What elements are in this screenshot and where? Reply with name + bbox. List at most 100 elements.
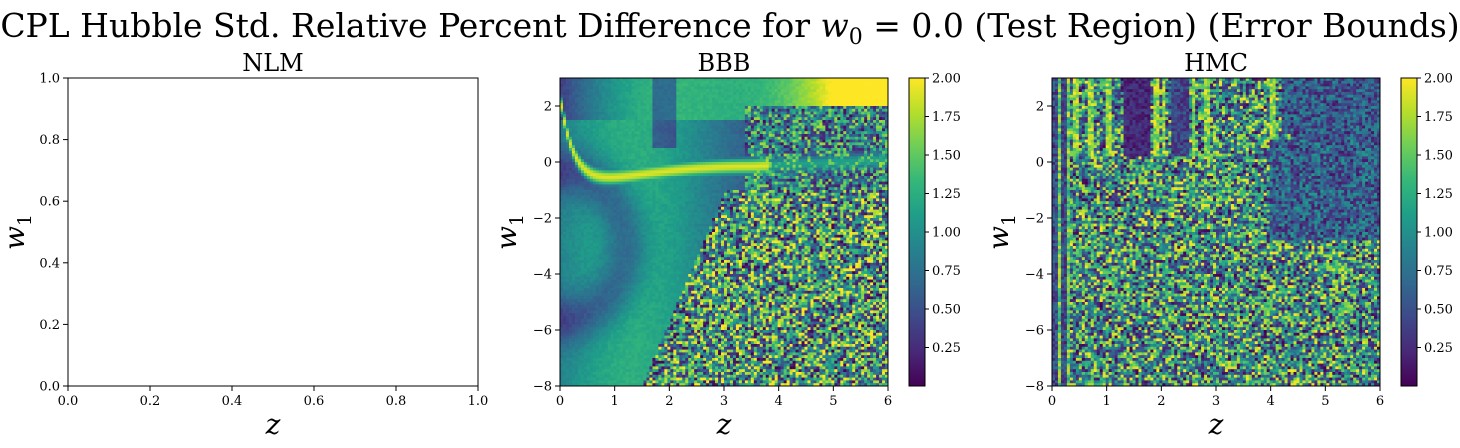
heatmap-cell: [819, 136, 823, 140]
heatmap-cell: [631, 92, 635, 96]
heatmap-cell: [807, 131, 811, 135]
heatmap-cell: [583, 150, 588, 154]
heatmap-cell: [855, 184, 859, 188]
heatmap-cell: [679, 173, 683, 177]
heatmap-cell: [610, 134, 615, 138]
heatmap-cell: [721, 170, 725, 174]
heatmap-cell: [753, 153, 758, 157]
heatmap-cell: [861, 148, 865, 152]
heatmap-cell: [586, 162, 591, 166]
heatmap-cell: [703, 94, 707, 98]
heatmap-cell: [643, 176, 647, 180]
heatmap-cell: [586, 176, 591, 180]
heatmap-cell: [747, 111, 752, 115]
heatmap-cell: [679, 181, 683, 185]
heatmap-cell: [804, 106, 808, 110]
heatmap-cell: [604, 164, 609, 168]
heatmap-cell: [616, 176, 620, 180]
x-tick-label: 1.0: [468, 394, 489, 409]
heatmap-cell: [864, 145, 868, 149]
heatmap-cell: [792, 201, 796, 205]
heatmap-cell: [613, 142, 617, 146]
heatmap-cell: [873, 125, 877, 129]
heatmap-cell: [604, 117, 609, 121]
heatmap-cell: [604, 198, 609, 202]
heatmap-cell: [658, 89, 662, 93]
heatmap-cell: [762, 176, 767, 180]
heatmap-cell: [726, 94, 731, 98]
heatmap-cell: [619, 201, 623, 205]
heatmap-cell: [685, 164, 689, 168]
heatmap-cell: [574, 97, 579, 101]
heatmap-cell: [768, 148, 773, 152]
heatmap-cell: [765, 162, 770, 166]
heatmap-cell: [807, 86, 811, 90]
heatmap-cell: [726, 78, 731, 82]
heatmap-cell: [813, 190, 817, 194]
heatmap-cell: [694, 162, 698, 166]
heatmap-cell: [873, 181, 877, 185]
heatmap-cell: [846, 167, 850, 171]
heatmap-cell: [822, 125, 826, 129]
heatmap-cell: [879, 94, 883, 98]
heatmap-cell: [688, 150, 692, 154]
heatmap-cell: [726, 139, 731, 143]
heatmap-cell: [747, 97, 752, 101]
heatmap-cell: [661, 159, 665, 163]
heatmap-cell: [783, 134, 787, 138]
heatmap-cell: [673, 86, 677, 90]
heatmap-cell: [604, 111, 609, 115]
heatmap-cell: [568, 167, 573, 171]
heatmap-cell: [843, 142, 847, 146]
heatmap-cell: [601, 195, 606, 199]
heatmap-cell: [592, 134, 597, 138]
heatmap-cell: [607, 181, 612, 185]
heatmap-cell: [768, 156, 773, 160]
heatmap-cell: [625, 184, 629, 188]
heatmap-cell: [607, 103, 612, 107]
heatmap-cell: [771, 198, 776, 202]
heatmap-cell: [700, 184, 704, 188]
heatmap-cell: [738, 78, 743, 82]
heatmap-cell: [867, 148, 871, 152]
heatmap-cell: [732, 201, 737, 205]
heatmap-cell: [777, 178, 781, 182]
heatmap-cell: [744, 80, 749, 84]
heatmap-cell: [777, 103, 781, 107]
heatmap-cell: [616, 173, 620, 177]
heatmap-cell: [867, 103, 871, 107]
heatmap-cell: [679, 78, 683, 82]
heatmap-cell: [565, 173, 570, 177]
y-tick-label: 0.8: [39, 133, 60, 148]
heatmap-cell: [870, 198, 874, 202]
heatmap-cell: [867, 173, 871, 177]
heatmap-cell: [744, 145, 749, 149]
heatmap-cell: [682, 195, 686, 199]
heatmap-cell: [589, 92, 594, 96]
heatmap-cell: [771, 139, 776, 143]
heatmap-cell: [849, 201, 853, 205]
heatmap-cell: [768, 114, 773, 118]
heatmap-cell: [774, 170, 779, 174]
heatmap-cell: [616, 139, 620, 143]
heatmap-cell: [643, 125, 647, 129]
heatmap-cell: [759, 108, 764, 112]
heatmap-cell: [721, 187, 725, 191]
heatmap-cell: [783, 162, 787, 166]
heatmap-cell: [700, 192, 704, 196]
heatmap-cell: [724, 83, 728, 87]
heatmap-cell: [774, 78, 779, 82]
heatmap-cell: [649, 192, 653, 196]
heatmap-cell: [577, 148, 582, 152]
heatmap-cell: [589, 164, 594, 168]
heatmap-cell: [744, 198, 749, 202]
heatmap-cell: [595, 170, 600, 174]
heatmap-cell: [625, 181, 629, 185]
heatmap-cell: [783, 92, 787, 96]
heatmap-cell: [879, 184, 883, 188]
heatmap-cell: [870, 164, 874, 168]
heatmap-cell: [718, 187, 722, 191]
heatmap-cell: [721, 80, 725, 84]
heatmap-cell: [706, 176, 710, 180]
heatmap-cell: [628, 167, 632, 171]
